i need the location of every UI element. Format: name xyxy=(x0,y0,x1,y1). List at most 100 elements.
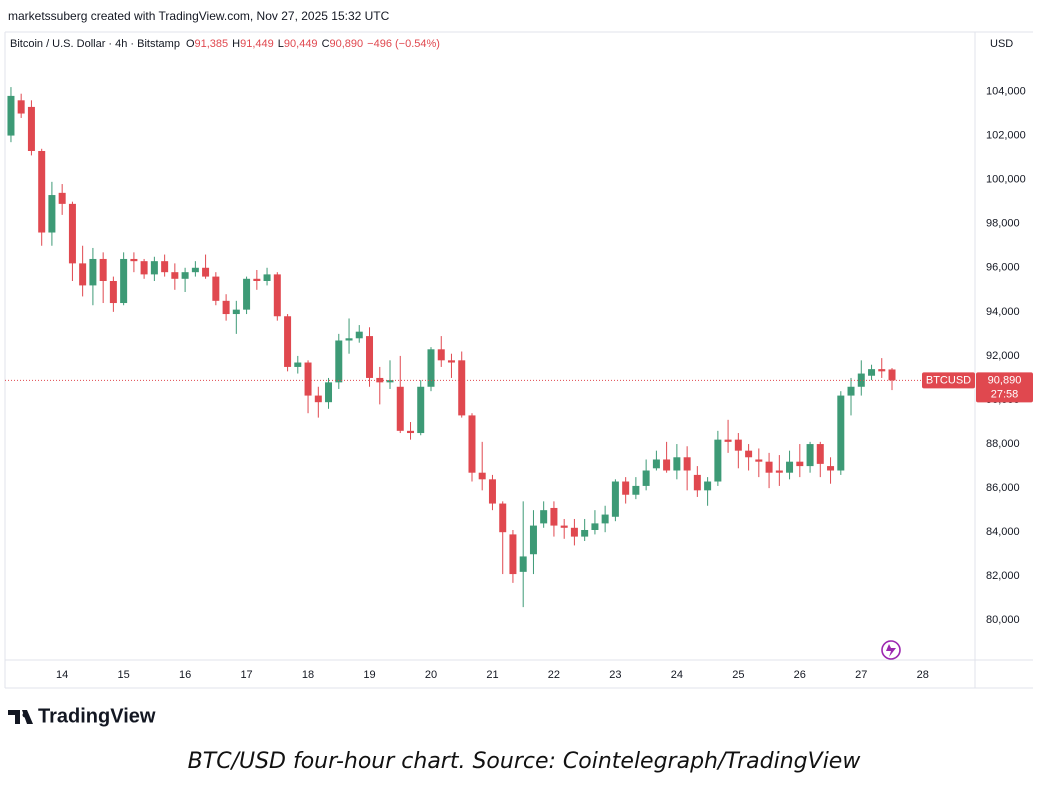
candle-body xyxy=(355,331,363,339)
legend-key: C xyxy=(322,38,330,50)
candle-body xyxy=(775,470,783,473)
candle-body xyxy=(806,444,814,467)
candle-body xyxy=(509,534,517,575)
candle-body xyxy=(89,258,97,286)
logo xyxy=(8,710,33,724)
x-tick-label: 25 xyxy=(732,669,744,681)
candle-body xyxy=(140,261,148,275)
candle-body xyxy=(17,100,25,114)
candle-body xyxy=(529,525,537,555)
candle-body xyxy=(878,369,886,372)
candle-body xyxy=(724,439,732,442)
candle-body xyxy=(570,527,578,537)
candle-body xyxy=(253,278,261,281)
y-tick-label: 100,000 xyxy=(986,174,1026,186)
candle-body xyxy=(335,340,343,383)
candle-body xyxy=(468,415,476,473)
candle-body xyxy=(27,106,35,151)
y-tick-label: 88,000 xyxy=(986,438,1020,450)
y-tick-label: 86,000 xyxy=(986,482,1020,494)
candle-body xyxy=(765,461,773,473)
candle-body xyxy=(376,377,384,383)
candle-body xyxy=(601,514,609,524)
y-tick-label: 94,000 xyxy=(986,306,1020,318)
candle-body xyxy=(181,272,189,279)
logo-dot xyxy=(22,712,28,718)
candle-body xyxy=(478,472,486,480)
candle-body xyxy=(191,267,199,273)
legend-value: 90,449 xyxy=(284,38,318,50)
price-badge xyxy=(976,372,1033,403)
replay-icon xyxy=(881,640,901,660)
candle-body xyxy=(407,430,415,434)
candle-body xyxy=(345,338,353,341)
x-tick-label: 24 xyxy=(671,669,683,681)
candle-body xyxy=(847,386,855,396)
candle-body xyxy=(150,261,158,275)
candle-body xyxy=(827,466,835,471)
x-tick-label: 18 xyxy=(302,669,314,681)
candle-body xyxy=(673,457,681,471)
candle-body xyxy=(642,470,650,486)
x-tick-label: 26 xyxy=(794,669,806,681)
x-tick-label: 17 xyxy=(240,669,252,681)
candle-body xyxy=(222,300,230,315)
x-tick-label: 15 xyxy=(118,669,130,681)
x-tick-label: 19 xyxy=(363,669,375,681)
candle-body xyxy=(284,316,292,367)
candle-body xyxy=(837,395,845,471)
x-tick-label: 23 xyxy=(609,669,621,681)
candle-body xyxy=(366,336,374,378)
y-tick-label: 102,000 xyxy=(986,129,1026,141)
y-tick-label: 98,000 xyxy=(986,218,1020,230)
candle-body xyxy=(704,481,712,491)
candle-body xyxy=(632,485,640,495)
x-tick-label: 16 xyxy=(179,669,191,681)
candle-body xyxy=(38,150,46,233)
symbol-badge-text: BTCUSD xyxy=(926,374,971,386)
x-tick-label: 22 xyxy=(548,669,560,681)
candle-body xyxy=(396,386,404,431)
candle-body xyxy=(171,272,179,279)
candle-body xyxy=(202,267,210,277)
candle-body xyxy=(458,360,466,416)
icon-ring xyxy=(881,640,901,660)
candle-body xyxy=(816,444,824,464)
legend: Bitcoin / U.S. Dollar · 4h · Bitstamp O91… xyxy=(10,38,440,50)
legend-key: L xyxy=(278,38,284,50)
y-tick-label: 96,000 xyxy=(986,262,1020,274)
legend-key: O xyxy=(186,38,195,50)
candle-body xyxy=(417,386,425,434)
y-tick-label: 104,000 xyxy=(986,85,1026,97)
candle-body xyxy=(693,474,701,491)
candle-body xyxy=(888,369,896,381)
legend-value: 90,890 xyxy=(330,38,364,50)
countdown-text: 27:58 xyxy=(991,388,1019,400)
credit: marketssuberg created with TradingView.c… xyxy=(8,9,390,23)
candle-body xyxy=(294,362,302,367)
candle-body xyxy=(386,380,394,383)
candle-body xyxy=(786,461,794,473)
candle-body xyxy=(857,373,865,387)
x-tick-label: 14 xyxy=(56,669,68,681)
legend-key: H xyxy=(232,38,240,50)
y-tick-label: 84,000 xyxy=(986,526,1020,538)
candle-body xyxy=(79,263,87,286)
icon-bolt xyxy=(886,644,896,657)
y-tick-label: 80,000 xyxy=(986,614,1020,626)
x-tick-label: 28 xyxy=(917,669,929,681)
candle-body xyxy=(437,349,445,361)
candle-body xyxy=(58,192,66,204)
candle-body xyxy=(868,369,876,376)
candle-body xyxy=(447,360,455,363)
candle-body xyxy=(622,481,630,495)
candle-body xyxy=(314,395,322,403)
candle-body xyxy=(581,529,589,537)
candle-body xyxy=(652,459,660,469)
legend-value: 91,385 xyxy=(195,38,229,50)
y-tick-label: 82,000 xyxy=(986,570,1020,582)
candle-body xyxy=(540,510,548,524)
caption: BTC/USD four-hour chart. Source: Cointel… xyxy=(188,749,862,774)
